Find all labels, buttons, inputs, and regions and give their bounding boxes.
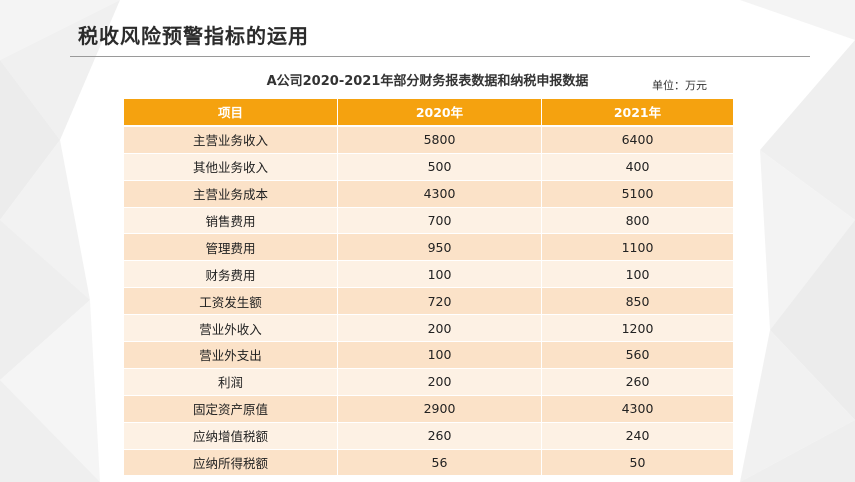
table-row: 利润 200 260 — [123, 367, 734, 396]
table-caption: A公司2020-2021年部分财务报表数据和纳税申报数据 — [266, 74, 589, 89]
row-value-2020: 700 — [337, 206, 542, 235]
row-value-2020: 200 — [337, 314, 542, 343]
header-2020: 2020年 — [337, 97, 542, 127]
row-value-2020: 500 — [337, 152, 542, 181]
table-row: 其他业务收入 500 400 — [123, 152, 734, 181]
row-value-2021: 400 — [541, 152, 734, 181]
row-value-2021: 6400 — [541, 125, 734, 154]
row-item: 主营业务收入 — [123, 125, 338, 154]
row-item: 其他业务收入 — [123, 152, 338, 181]
row-value-2021: 4300 — [541, 394, 734, 423]
row-value-2020: 56 — [337, 448, 542, 477]
row-value-2021: 1100 — [541, 233, 734, 262]
table-row: 工资发生额 720 850 — [123, 287, 734, 316]
row-value-2020: 260 — [337, 421, 542, 450]
row-value-2021: 100 — [541, 260, 734, 289]
row-item: 主营业务成本 — [123, 179, 338, 208]
row-value-2020: 720 — [337, 287, 542, 316]
row-item: 工资发生额 — [123, 287, 338, 316]
row-value-2020: 100 — [337, 341, 542, 369]
row-value-2020: 200 — [337, 367, 542, 396]
row-value-2021: 240 — [541, 421, 734, 450]
row-value-2021: 5100 — [541, 179, 734, 208]
row-value-2020: 2900 — [337, 394, 542, 423]
header-2021: 2021年 — [541, 97, 734, 127]
row-item: 管理费用 — [123, 233, 338, 262]
table-row: 固定资产原值 2900 4300 — [123, 394, 734, 423]
table-row: 应纳所得税额 56 50 — [123, 448, 734, 477]
row-value-2020: 4300 — [337, 179, 542, 208]
title-divider — [70, 56, 810, 57]
financial-data-table: 项目 2020年 2021年 主营业务收入 5800 6400 其他业务收入 5… — [123, 97, 734, 477]
table-row: 营业外收入 200 1200 — [123, 314, 734, 343]
row-item: 固定资产原值 — [123, 394, 338, 423]
table-row: 销售费用 700 800 — [123, 206, 734, 235]
row-value-2021: 1200 — [541, 314, 734, 343]
row-value-2020: 950 — [337, 233, 542, 262]
row-item: 财务费用 — [123, 260, 338, 289]
row-item: 营业外收入 — [123, 314, 338, 343]
row-item: 营业外支出 — [123, 341, 338, 369]
row-value-2021: 850 — [541, 287, 734, 316]
table-row: 主营业务收入 5800 6400 — [123, 125, 734, 154]
table-row: 营业外支出 100 560 — [123, 341, 734, 369]
row-item: 销售费用 — [123, 206, 338, 235]
row-value-2021: 560 — [541, 341, 734, 369]
row-value-2021: 50 — [541, 448, 734, 477]
row-value-2021: 260 — [541, 367, 734, 396]
row-value-2020: 5800 — [337, 125, 542, 154]
table-header-row: 项目 2020年 2021年 — [123, 97, 734, 127]
table-row: 应纳增值税额 260 240 — [123, 421, 734, 450]
row-value-2020: 100 — [337, 260, 542, 289]
table-row: 财务费用 100 100 — [123, 260, 734, 289]
row-item: 应纳增值税额 — [123, 421, 338, 450]
slide-title: 税收风险预警指标的运用 — [78, 24, 309, 48]
header-item: 项目 — [123, 97, 338, 127]
unit-note: 单位：万元 — [652, 79, 707, 92]
table-row: 主营业务成本 4300 5100 — [123, 179, 734, 208]
table-row: 管理费用 950 1100 — [123, 233, 734, 262]
row-item: 利润 — [123, 367, 338, 396]
row-item: 应纳所得税额 — [123, 448, 338, 477]
row-value-2021: 800 — [541, 206, 734, 235]
